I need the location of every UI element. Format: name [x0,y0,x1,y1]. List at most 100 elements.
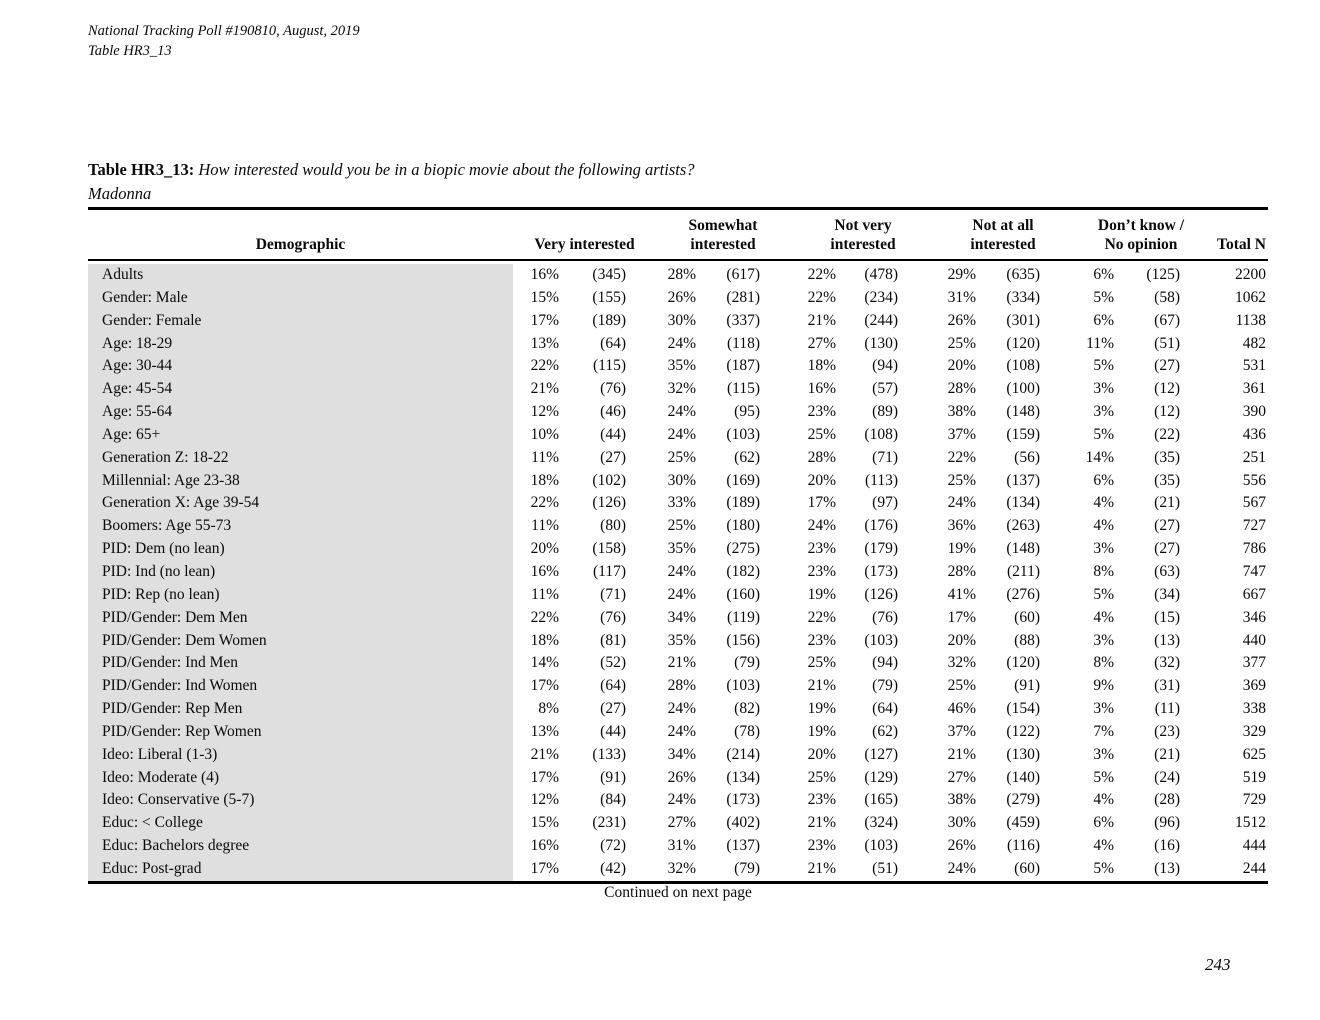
row-demographic-label: Ideo: Moderate (4) [88,766,513,790]
row-value: 21% [807,311,836,329]
row-demographic-label: Generation Z: 18-22 [88,446,513,470]
row-value: 6% [1093,311,1114,329]
row-value: 23% [807,837,836,855]
row-value: 729 [1242,791,1266,809]
row-value: 25% [947,334,976,352]
row-demographic-label: Educ: Bachelors degree [88,835,513,858]
row-demographic-label: Gender: Male [88,286,513,310]
row-value: 4% [1093,837,1114,855]
row-value: 34% [667,608,696,626]
row-value: 24% [667,425,696,443]
row-value: 251 [1242,448,1266,466]
row-value: 24% [667,791,696,809]
row-value: 5% [1093,768,1114,786]
row-demographic-label: Age: 30-44 [88,355,513,379]
row-demographic-label: PID: Rep (no lean) [88,583,513,607]
row-value: (27) [1154,357,1180,375]
row-value: 346 [1242,608,1266,626]
row-value: 30% [947,814,976,832]
row-demographic-label: Ideo: Liberal (1-3) [88,743,513,767]
row-value: (32) [1154,654,1180,672]
row-value: (27) [1154,540,1180,558]
row-value: (100) [1006,380,1040,398]
row-value: (79) [734,654,760,672]
row-value: 567 [1242,494,1266,512]
row-value: 27% [667,814,696,832]
row-value: (125) [1146,266,1180,283]
row-value: 22% [530,357,559,375]
row-value: 26% [947,837,976,855]
row-value: 2200 [1235,266,1266,283]
table-title: Table HR3_13: How interested would you b… [88,158,695,206]
row-value: 5% [1093,288,1114,306]
row-value: 25% [807,768,836,786]
row-value: (35) [1154,448,1180,466]
row-value: 20% [807,471,836,489]
row-value: (159) [1006,425,1040,443]
row-value: (154) [1006,700,1040,718]
row-value: 28% [667,266,696,283]
row-value: 30% [667,471,696,489]
row-value: 667 [1242,585,1266,603]
row-demographic-label: Generation X: Age 39-54 [88,492,513,516]
row-value: (263) [1006,517,1040,535]
row-value: 24% [667,562,696,580]
row-value: (459) [1006,814,1040,832]
row-value: 32% [667,859,696,877]
row-value: 22% [807,288,836,306]
row-value: 519 [1242,768,1266,786]
row-demographic-label: PID/Gender: Rep Women [88,720,513,744]
row-value: (617) [726,266,760,283]
row-value: 6% [1093,814,1114,832]
row-value: (148) [1006,540,1040,558]
row-value: (102) [592,471,626,489]
row-value: 24% [667,334,696,352]
row-value: 24% [667,722,696,740]
column-header-group: Not very interested [830,217,896,253]
row-value: (129) [864,768,898,786]
row-value: (127) [864,745,898,763]
row-value: (21) [1154,745,1180,763]
row-value: (119) [727,608,760,626]
row-value: (156) [726,631,760,649]
row-value: (214) [726,745,760,763]
table-title-question: How interested would you be in a biopic … [198,160,695,179]
row-value: (64) [872,700,898,718]
row-value: 3% [1093,745,1114,763]
row-value: 22% [530,608,559,626]
row-value: 369 [1242,677,1266,695]
row-value: 12% [530,403,559,421]
table-reference: Table HR3_13 [88,42,172,59]
row-value: 21% [807,814,836,832]
row-value: 21% [530,745,559,763]
row-demographic-label: PID: Ind (no lean) [88,560,513,584]
table-title-label: Table HR3_13: [88,160,195,179]
row-value: 19% [807,585,836,603]
row-value: (76) [600,380,626,398]
row-value: 338 [1242,700,1266,718]
row-value: (137) [1006,471,1040,489]
continued-note: Continued on next page [604,884,752,901]
row-value: (180) [726,517,760,535]
row-value: (67) [1154,311,1180,329]
row-value: 25% [947,471,976,489]
row-value: 23% [807,540,836,558]
row-value: (165) [864,791,898,809]
row-value: (103) [864,837,898,855]
row-value: 28% [947,562,976,580]
row-demographic-label: PID/Gender: Dem Men [88,606,513,630]
row-value: 17% [530,859,559,877]
row-value: (276) [1006,585,1040,603]
row-value: (44) [600,722,626,740]
row-value: 21% [807,859,836,877]
row-value: (97) [872,494,898,512]
row-value: 27% [807,334,836,352]
row-value: 18% [807,357,836,375]
row-value: (71) [600,585,626,603]
row-value: (324) [864,814,898,832]
row-value: 3% [1093,540,1114,558]
row-value: 21% [807,677,836,695]
row-value: (44) [600,425,626,443]
row-value: 23% [807,631,836,649]
